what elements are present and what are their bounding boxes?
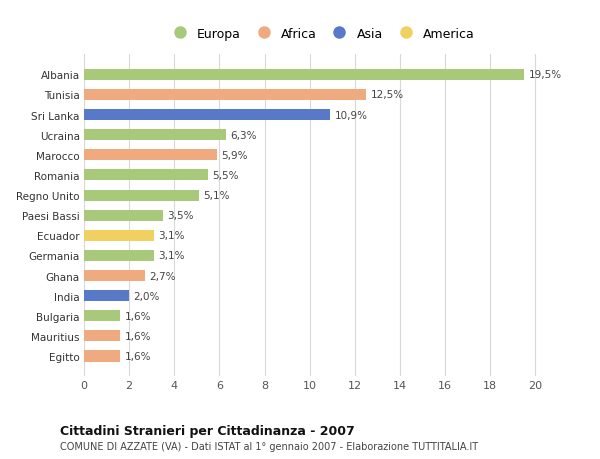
- Text: 12,5%: 12,5%: [371, 90, 404, 100]
- Text: 3,5%: 3,5%: [167, 211, 194, 221]
- Bar: [84, 311, 120, 322]
- Text: 5,9%: 5,9%: [221, 151, 248, 161]
- Text: 1,6%: 1,6%: [125, 311, 151, 321]
- Bar: [84, 170, 208, 181]
- Bar: [84, 270, 145, 281]
- Bar: [84, 210, 163, 221]
- Bar: [84, 190, 199, 201]
- Bar: [84, 110, 330, 121]
- Text: 3,1%: 3,1%: [158, 231, 185, 241]
- Text: COMUNE DI AZZATE (VA) - Dati ISTAT al 1° gennaio 2007 - Elaborazione TUTTITALIA.: COMUNE DI AZZATE (VA) - Dati ISTAT al 1°…: [60, 441, 478, 451]
- Text: 2,7%: 2,7%: [149, 271, 176, 281]
- Bar: [84, 250, 154, 262]
- Bar: [84, 230, 154, 241]
- Text: 19,5%: 19,5%: [529, 70, 562, 80]
- Text: 1,6%: 1,6%: [125, 331, 151, 341]
- Text: 5,5%: 5,5%: [212, 171, 239, 180]
- Bar: [84, 70, 524, 81]
- Text: 6,3%: 6,3%: [231, 130, 257, 140]
- Bar: [84, 291, 129, 302]
- Text: 2,0%: 2,0%: [134, 291, 160, 301]
- Text: Cittadini Stranieri per Cittadinanza - 2007: Cittadini Stranieri per Cittadinanza - 2…: [60, 424, 355, 437]
- Bar: [84, 90, 366, 101]
- Text: 1,6%: 1,6%: [125, 351, 151, 361]
- Bar: [84, 351, 120, 362]
- Legend: Europa, Africa, Asia, America: Europa, Africa, Asia, America: [162, 23, 480, 46]
- Text: 10,9%: 10,9%: [335, 110, 368, 120]
- Bar: [84, 150, 217, 161]
- Bar: [84, 330, 120, 341]
- Bar: [84, 130, 226, 141]
- Text: 5,1%: 5,1%: [203, 190, 230, 201]
- Text: 3,1%: 3,1%: [158, 251, 185, 261]
